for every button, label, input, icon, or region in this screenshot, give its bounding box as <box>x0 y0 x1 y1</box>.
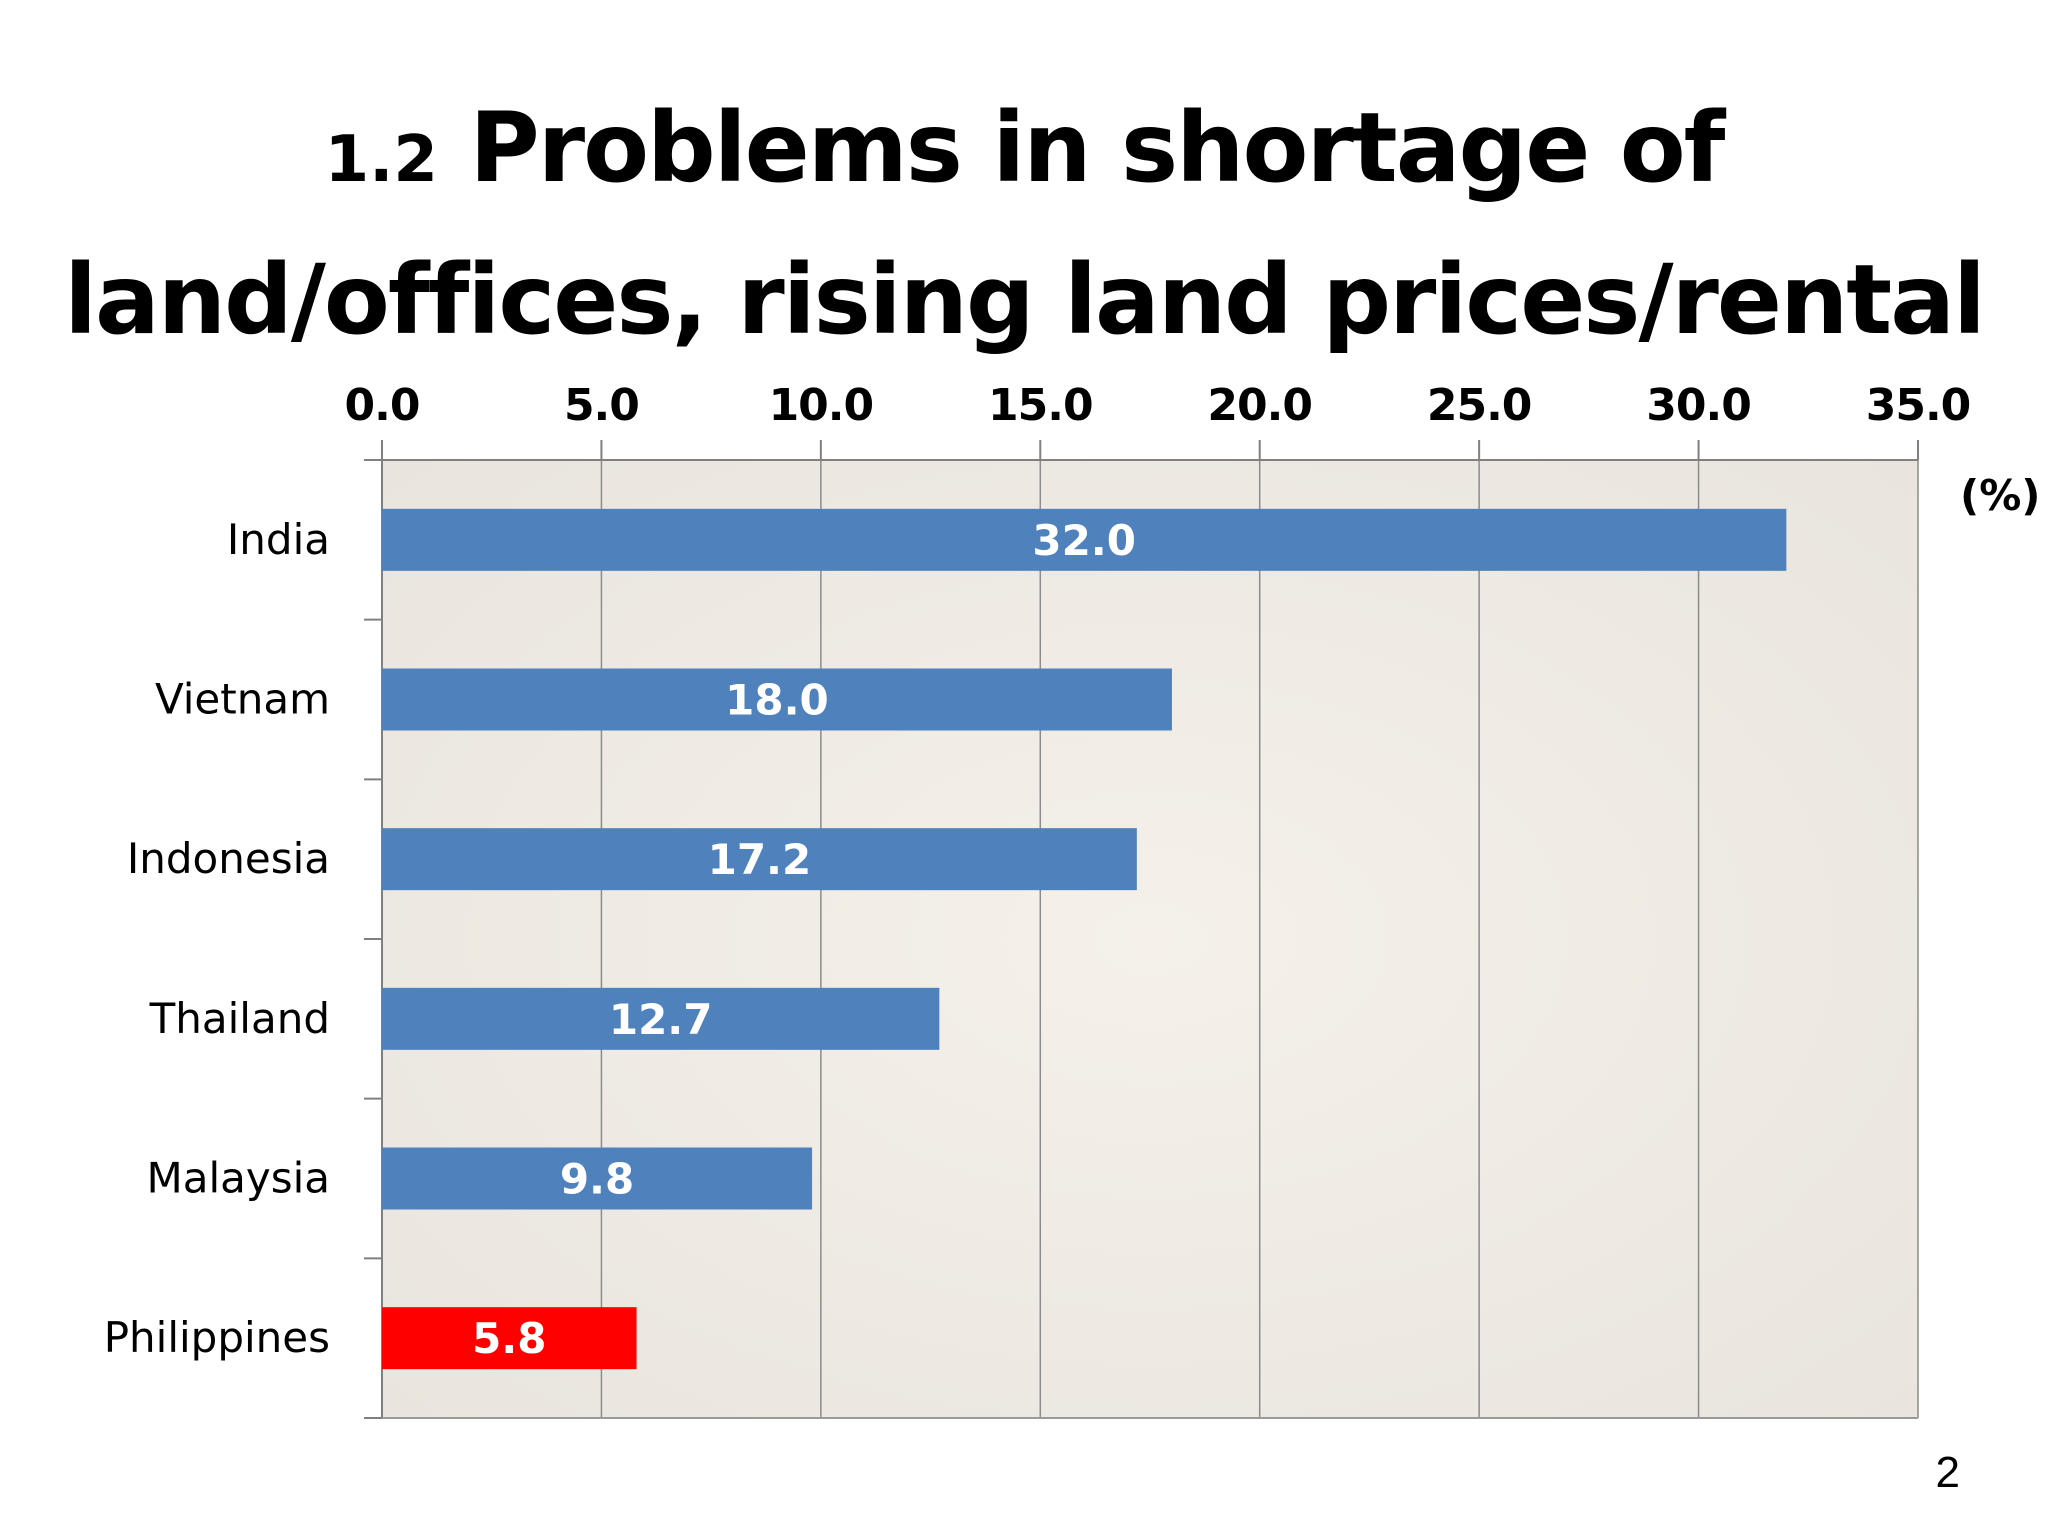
bar-data-label: 32.0 <box>1032 516 1136 565</box>
bar-data-label: 12.7 <box>609 995 713 1044</box>
page-number: 2 <box>1935 1448 1960 1497</box>
bar-india <box>382 508 1787 571</box>
axes <box>364 440 1919 1419</box>
value-axis-tick-label: 15.0 <box>988 380 1093 431</box>
slide-title: 1.2 Problems in shortage of land/offices… <box>0 78 2048 370</box>
title-line-1: 1.2 Problems in shortage of <box>0 78 2048 230</box>
bars <box>382 508 1787 1370</box>
category-label: Indonesia <box>127 834 330 883</box>
value-axis-tick-label: 5.0 <box>564 380 639 431</box>
value-axis-tick-label: 25.0 <box>1427 380 1532 431</box>
title-number: 1.2 <box>324 123 438 197</box>
value-axis-tick-label: 20.0 <box>1207 380 1312 431</box>
bar-malaysia <box>382 1147 813 1210</box>
bar-data-label: 9.8 <box>560 1155 634 1204</box>
value-axis-tick-label: 35.0 <box>1866 380 1971 431</box>
labels: 0.0 5.0 10.0 15.0 20.0 25.0 30.0 35.0 (%) 32.0 Ind… <box>104 380 2041 1363</box>
plot-area <box>382 460 1918 1418</box>
bar-thailand <box>382 987 940 1050</box>
value-axis-tick-label: 30.0 <box>1646 380 1751 431</box>
bar-indonesia <box>382 828 1137 891</box>
category-label: Philippines <box>104 1313 330 1362</box>
bar-vietnam <box>382 668 1172 731</box>
bar-philippines <box>382 1307 637 1370</box>
category-label: Vietnam <box>155 675 330 724</box>
bar-data-label: 18.0 <box>725 676 829 725</box>
value-axis-tick-label: 10.0 <box>769 380 874 431</box>
title-text-1: Problems in shortage of <box>469 92 1725 204</box>
value-axis-tick-label: 0.0 <box>345 380 420 431</box>
category-label: Thailand <box>149 994 330 1043</box>
title-line-2: land/offices, rising land prices/rental <box>64 244 1986 356</box>
gridlines <box>600 460 1919 1418</box>
category-label: India <box>227 515 330 564</box>
bar-data-label: 17.2 <box>708 835 812 884</box>
value-axis-unit-label: (%) <box>1960 471 2040 520</box>
bar-data-label: 5.8 <box>472 1314 546 1363</box>
category-label: Malaysia <box>146 1154 330 1203</box>
